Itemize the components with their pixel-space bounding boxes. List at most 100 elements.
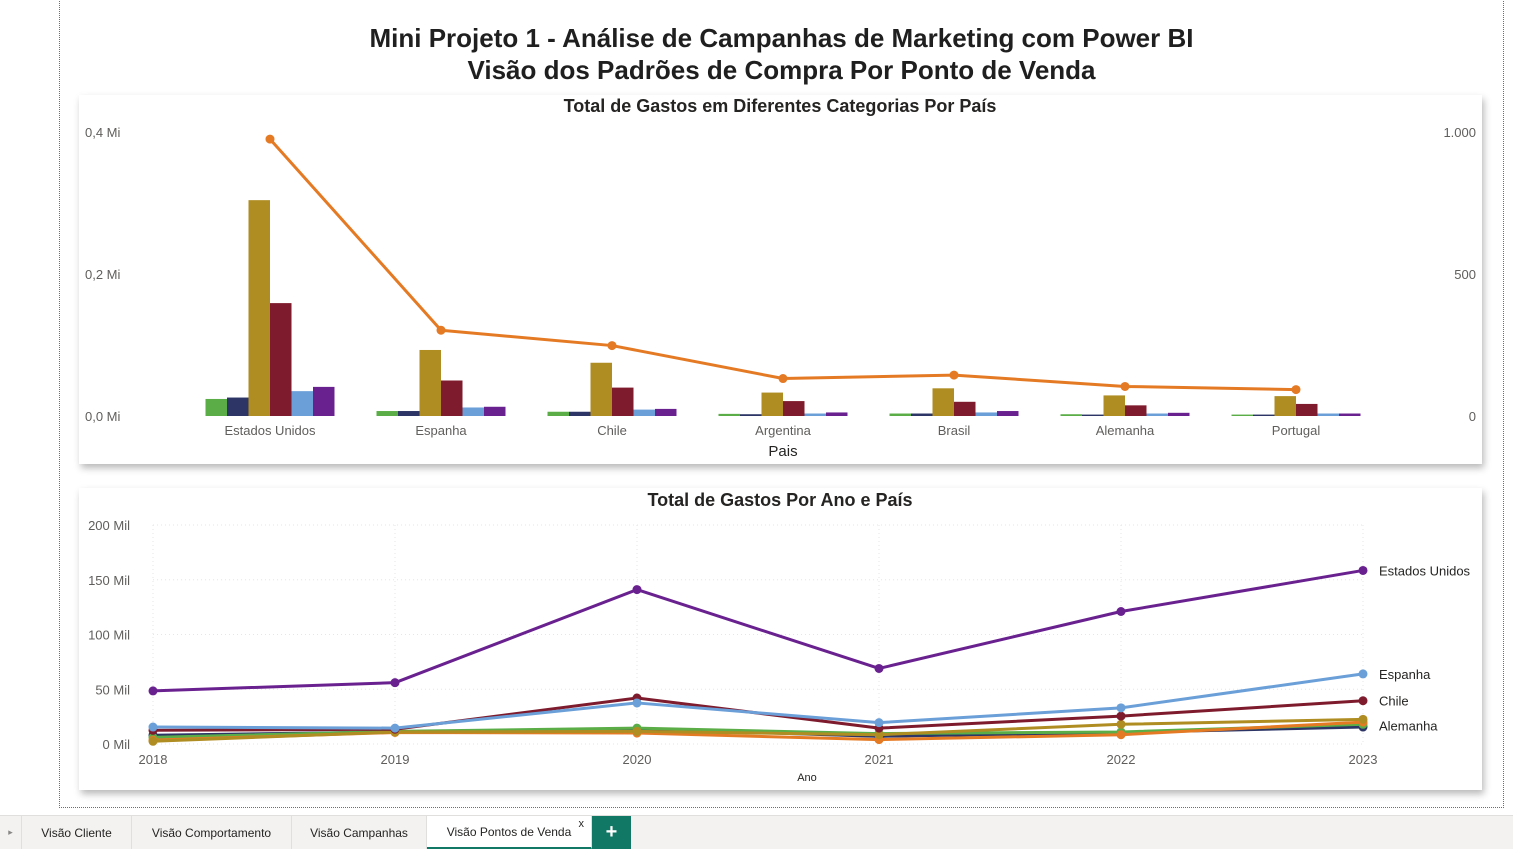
tab-label: Visão Comportamento — [151, 825, 272, 840]
bar-gold — [761, 392, 783, 416]
bar-purple — [826, 412, 848, 416]
line-point-purple — [148, 686, 158, 696]
bar-lightblue — [1146, 413, 1168, 416]
bar-navy — [1082, 414, 1104, 416]
line-point-gold — [1116, 719, 1126, 729]
line-point-lightblue — [1358, 669, 1368, 679]
line-point-lightblue — [390, 723, 400, 733]
tab-label: Visão Pontos de Venda — [446, 824, 572, 839]
tab-visao-comportamento[interactable]: Visão Comportamento — [132, 816, 292, 849]
bar-gold — [590, 362, 612, 416]
tab-label: Visão Campanhas — [310, 825, 408, 840]
bar-navy — [1253, 414, 1275, 416]
line-point-gold — [632, 726, 642, 736]
y-axis-tick-label: 0,4 Mi — [85, 125, 121, 140]
bar-maroon — [441, 380, 463, 416]
x-axis-tick-label: Estados Unidos — [224, 423, 316, 438]
tab-scroll-left-icon[interactable]: ▸ — [0, 816, 22, 849]
bar-purple — [484, 406, 506, 416]
line-point-orange — [436, 325, 446, 335]
line-point-purple — [874, 663, 884, 673]
line-point-lightblue — [1116, 703, 1126, 713]
y2-axis-tick-label: 1.000 — [1443, 125, 1476, 140]
line-point-orange — [778, 374, 788, 384]
line-point-maroon — [1358, 696, 1368, 706]
x-axis-tick-label: 2018 — [139, 752, 168, 767]
series-end-label: Chile — [1379, 694, 1409, 709]
bar-lightblue — [462, 407, 484, 416]
category-spend-by-country-visual[interactable]: Total de Gastos em Diferentes Categorias… — [79, 95, 1482, 464]
bar-purple — [1168, 412, 1190, 416]
category-spend-chart: Total de Gastos em Diferentes Categorias… — [85, 96, 1476, 460]
x-axis-title: Pais — [768, 443, 797, 460]
tab-visao-pontos-de-venda[interactable]: Visão Pontos de Venda x — [427, 816, 592, 849]
bar-green — [889, 413, 911, 416]
add-page-button[interactable]: + — [592, 816, 631, 849]
line-point-gold — [1358, 714, 1368, 724]
bar-gold — [419, 349, 441, 416]
bar-purple — [997, 411, 1019, 416]
line-point-purple — [1358, 565, 1368, 575]
page-tab-bar: ▸ Visão Cliente Visão Comportamento Visã… — [0, 815, 1513, 849]
chart-title: Total de Gastos Por Ano e País — [647, 490, 912, 510]
line-point-lightblue — [148, 722, 158, 732]
bar-lightblue — [1317, 413, 1339, 416]
bar-gold — [248, 200, 270, 416]
line-series-gold — [152, 717, 1364, 743]
year-spend-chart: Total de Gastos Por Ano e País 0 Mil 50 Mi… — [88, 490, 1470, 784]
bar-purple — [313, 386, 335, 416]
line-point-gold — [874, 730, 884, 740]
bar-maroon — [783, 401, 805, 416]
bar-green — [376, 411, 398, 416]
y2-axis-tick-label: 500 — [1454, 267, 1476, 282]
line-series-purple — [152, 568, 1364, 693]
line-point-orange — [1120, 381, 1130, 391]
line-point-purple — [390, 678, 400, 688]
x-axis-tick-label: 2020 — [623, 752, 652, 767]
spend-by-year-country-visual[interactable]: Total de Gastos Por Ano e País 0 Mil 50 Mi… — [79, 488, 1482, 790]
series-end-label: Espanha — [1379, 667, 1431, 682]
y-axis-tick-label: 0,0 Mi — [85, 409, 121, 424]
line-point-orange — [1116, 730, 1126, 740]
bar-gold — [1274, 396, 1296, 416]
bar-purple — [655, 408, 677, 416]
line-point-gold — [148, 736, 158, 746]
tab-visao-campanhas[interactable]: Visão Campanhas — [292, 816, 427, 849]
x-axis-tick-label: Argentina — [755, 423, 811, 438]
x-axis-tick-label: Portugal — [1272, 423, 1321, 438]
y-axis-tick-label: 100 Mil — [88, 628, 130, 643]
chart-title: Total de Gastos em Diferentes Categorias… — [564, 96, 997, 116]
line-point-orange — [1291, 385, 1301, 395]
bar-gold — [932, 388, 954, 416]
tab-label: Visão Cliente — [41, 825, 112, 840]
bar-navy — [911, 413, 933, 416]
bar-green — [718, 413, 740, 416]
bar-green — [1060, 414, 1082, 416]
bar-green — [547, 411, 569, 416]
bar-lightblue — [291, 391, 313, 416]
line-point-lightblue — [632, 698, 642, 708]
close-tab-icon[interactable]: x — [578, 818, 585, 830]
line-series-lightblue — [152, 672, 1364, 730]
bar-maroon — [1296, 403, 1318, 416]
y-axis-tick-label: 0,2 Mi — [85, 267, 121, 282]
bar-navy — [398, 411, 420, 416]
line-point-orange — [607, 341, 617, 351]
line-point-orange — [949, 370, 959, 380]
bar-maroon — [954, 401, 976, 416]
x-axis-tick-label: 2021 — [865, 752, 894, 767]
bar-navy — [740, 414, 762, 416]
x-axis-tick-label: 2019 — [381, 752, 410, 767]
bar-lightblue — [804, 413, 826, 416]
x-axis-tick-label: 2023 — [1349, 752, 1378, 767]
bar-navy — [569, 411, 591, 416]
line-point-lightblue — [874, 718, 884, 728]
bar-maroon — [270, 303, 292, 416]
page-title: Mini Projeto 1 - Análise de Campanhas de… — [369, 23, 1194, 53]
bar-maroon — [1125, 405, 1147, 416]
tab-visao-cliente[interactable]: Visão Cliente — [22, 816, 132, 849]
x-axis-tick-label: 2022 — [1107, 752, 1136, 767]
x-axis-tick-label: Alemanha — [1096, 423, 1155, 438]
report-canvas — [59, 0, 1504, 808]
bar-lightblue — [975, 412, 997, 416]
